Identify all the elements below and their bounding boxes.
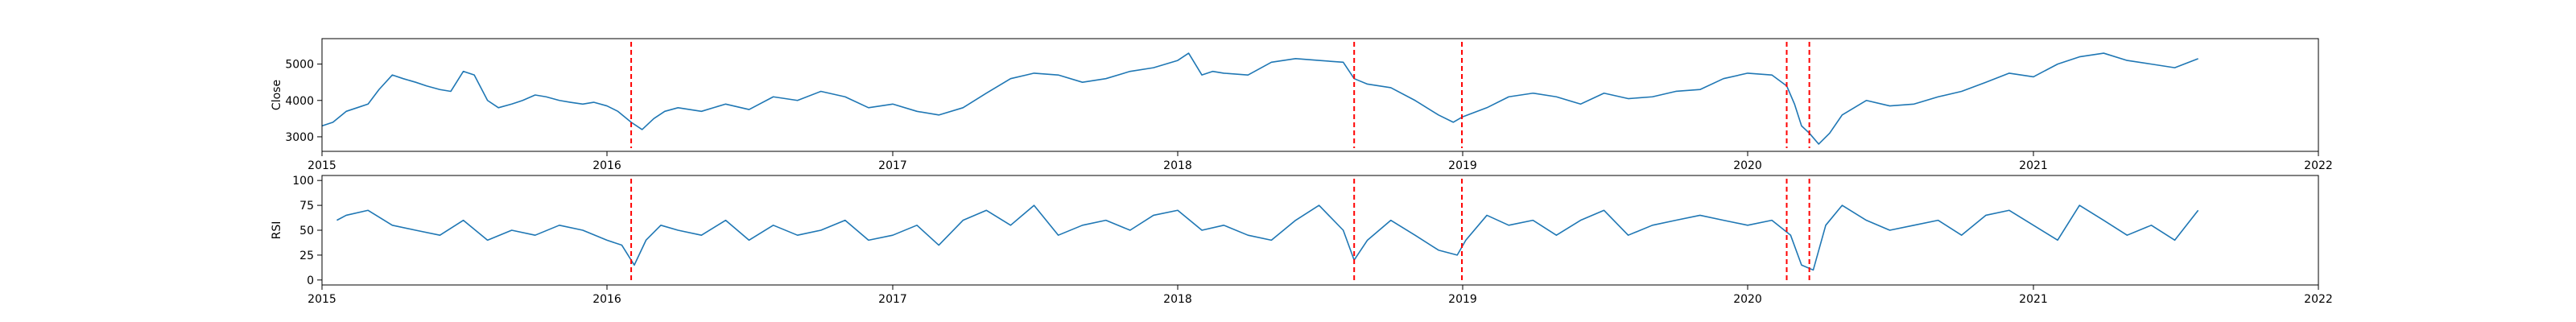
rsi-y-ticks: 0 25 50 75 100 (292, 175, 322, 287)
rsi-y-tick-label: 100 (292, 175, 314, 188)
rsi-x-tick-label: 2018 (1163, 293, 1192, 306)
close-y-tick-label: 4000 (285, 95, 314, 108)
close-price-panel: 2015 2016 2017 2018 2019 2020 2021 2022 3000 400… (270, 38, 2333, 172)
close-plot-frame (321, 38, 2319, 152)
close-y-ticks: 3000 4000 5000 (285, 59, 322, 144)
close-x-tick-label: 2015 (308, 159, 336, 172)
close-x-tick-label: 2018 (1163, 159, 1192, 172)
rsi-x-ticks: 2015 2016 2017 2018 2019 2020 2021 2022 (308, 285, 2333, 306)
rsi-x-tick-label: 2017 (878, 293, 907, 306)
close-series-layer (321, 52, 2198, 145)
close-annotation-layer (630, 42, 1810, 148)
rsi-y-tick-label: 75 (299, 200, 314, 213)
rsi-x-tick-label: 2022 (2304, 293, 2333, 306)
rsi-x-tick-label: 2021 (2019, 293, 2048, 306)
rsi-y-tick-label: 0 (307, 275, 314, 287)
close-x-tick-label: 2022 (2304, 159, 2333, 172)
close-x-tick-label: 2021 (2019, 159, 2048, 172)
close-x-tick-label: 2019 (1448, 159, 1477, 172)
rsi-panel: 2015 2016 2017 2018 2019 2020 2021 2022 0 25 50 75… (270, 175, 2333, 306)
rsi-series-layer (336, 204, 2199, 271)
rsi-x-tick-label: 2015 (308, 293, 336, 306)
close-series-line-0 (321, 52, 2198, 145)
close-x-tick-label: 2020 (1733, 159, 1762, 172)
close-x-tick-label: 2016 (592, 159, 621, 172)
rsi-series-line-0 (336, 204, 2199, 271)
close-y-tick-label: 3000 (285, 131, 314, 144)
rsi-y-axis-label: RSI (270, 221, 283, 240)
rsi-y-tick-label: 50 (299, 225, 314, 237)
close-x-tick-label: 2017 (878, 159, 907, 172)
rsi-x-tick-label: 2020 (1733, 293, 1762, 306)
rsi-x-tick-label: 2016 (592, 293, 621, 306)
close-y-axis-label: Close (270, 80, 283, 110)
close-x-ticks: 2015 2016 2017 2018 2019 2020 2021 2022 (308, 151, 2333, 172)
rsi-annotation-layer (630, 179, 1810, 282)
rsi-x-tick-label: 2019 (1448, 293, 1477, 306)
rsi-y-tick-label: 25 (299, 250, 314, 262)
close-y-tick-label: 5000 (285, 59, 314, 72)
